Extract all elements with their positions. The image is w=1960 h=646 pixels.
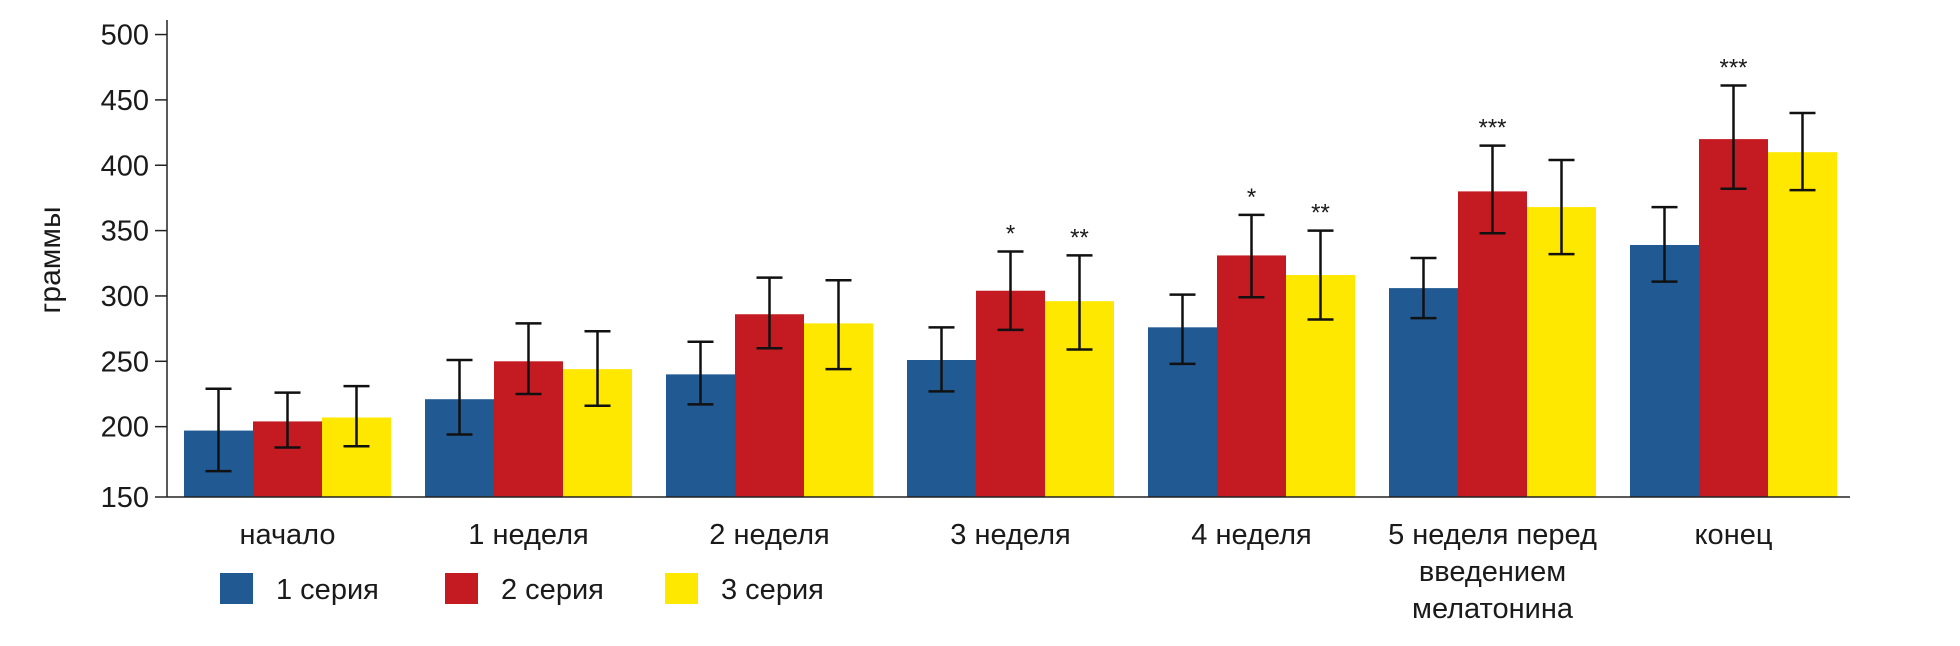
y-axis-label: граммы	[34, 206, 67, 313]
y-tick-label: 300	[101, 281, 149, 313]
significance-marker: ***	[1478, 115, 1506, 142]
legend-label-3: 3 серия	[721, 574, 824, 606]
legend-swatch-3	[665, 573, 698, 604]
bars-layer	[184, 139, 1837, 498]
significance-marker: *	[1006, 221, 1015, 248]
legend: 1 серия 2 серия 3 серия	[220, 573, 824, 606]
bar-s3-c7	[1768, 152, 1837, 497]
legend-swatch-1	[220, 573, 253, 604]
bar-s2-c7	[1699, 139, 1768, 498]
y-tick-label: 250	[101, 346, 149, 378]
legend-label-1: 1 серия	[276, 574, 379, 606]
y-tick-label: 500	[101, 20, 149, 52]
bar-s1-c6	[1389, 288, 1458, 497]
category-label: 2 неделя	[709, 519, 829, 551]
category-label: 3 неделя	[950, 519, 1070, 551]
legend-label-2: 2 серия	[501, 574, 604, 606]
category-label: начало	[239, 519, 335, 551]
significance-marker: *	[1247, 184, 1256, 211]
error-bars-layer	[205, 84, 1816, 473]
y-tick-label: 400	[101, 150, 149, 182]
labels-layer: ************150200250300350400450500грам…	[34, 20, 1772, 625]
category-label: 4 неделя	[1191, 519, 1311, 551]
category-label: 1 неделя	[468, 519, 588, 551]
legend-swatch-2	[445, 573, 478, 604]
bar-s1-c7	[1630, 244, 1699, 497]
y-tick-label: 150	[101, 482, 149, 514]
significance-marker: **	[1311, 200, 1330, 227]
significance-marker: **	[1070, 224, 1089, 251]
category-label: мелатонина	[1412, 593, 1574, 625]
y-tick-label: 200	[101, 412, 149, 444]
category-label: введением	[1419, 556, 1566, 588]
axes-layer	[155, 20, 1850, 498]
y-tick-label: 350	[101, 216, 149, 248]
bar-s3-c6	[1527, 207, 1596, 497]
y-tick-label: 450	[101, 85, 149, 117]
bar-s2-c6	[1458, 191, 1527, 497]
category-label: 5 неделя перед	[1388, 519, 1597, 551]
category-label: конец	[1695, 519, 1773, 551]
significance-marker: ***	[1719, 55, 1747, 82]
